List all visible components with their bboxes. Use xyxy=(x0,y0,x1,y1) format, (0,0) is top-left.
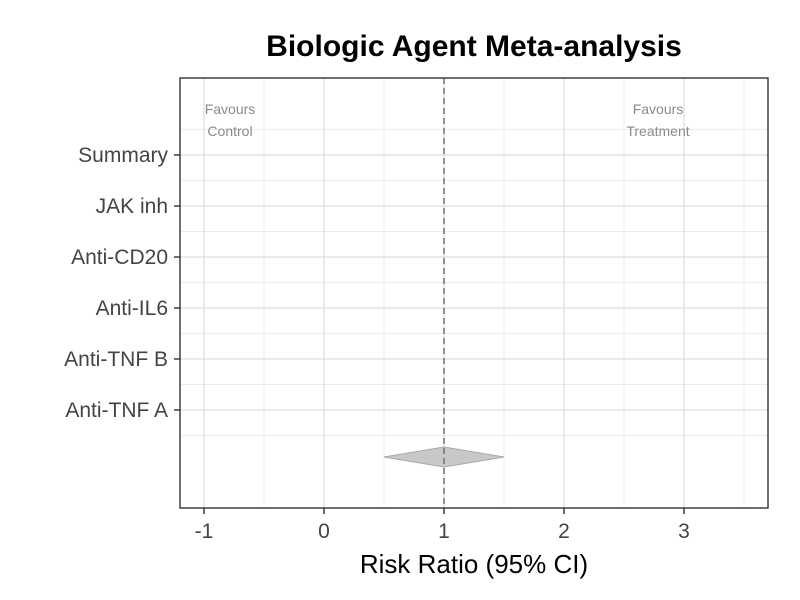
x-axis-label: Risk Ratio (95% CI) xyxy=(360,549,588,579)
y-tick-label: JAK inh xyxy=(96,195,168,218)
panel-border xyxy=(179,77,769,509)
y-tick-label: Summary xyxy=(78,144,168,167)
grid-lines xyxy=(180,78,768,508)
y-tick-label: Anti-TNF A xyxy=(65,399,168,422)
x-axis: -1 0 1 2 3 xyxy=(195,508,690,543)
x-tick-label: 0 xyxy=(318,520,330,543)
annotation-left-line2: Control xyxy=(207,123,252,139)
annotation-right-line1: Favours xyxy=(633,101,684,117)
y-tick-label: Anti-TNF B xyxy=(64,348,168,371)
marks xyxy=(383,78,505,508)
annotation-left-line1: Favours xyxy=(205,101,256,117)
y-axis: Anti-TNF A Anti-TNF B Anti-IL6 Anti-CD20 JAK… xyxy=(64,144,180,422)
y-tick-label: Anti-IL6 xyxy=(96,297,168,320)
annotation-right-line2: Treatment xyxy=(626,123,689,139)
x-tick-label: -1 xyxy=(195,520,214,543)
x-tick-label: 2 xyxy=(558,520,570,543)
chart-title: Biologic Agent Meta-analysis xyxy=(266,30,682,63)
x-tick-label: 1 xyxy=(438,520,450,543)
x-tick-label: 3 xyxy=(678,520,690,543)
summary-diamond xyxy=(383,446,505,468)
y-tick-label: Anti-CD20 xyxy=(71,246,168,269)
